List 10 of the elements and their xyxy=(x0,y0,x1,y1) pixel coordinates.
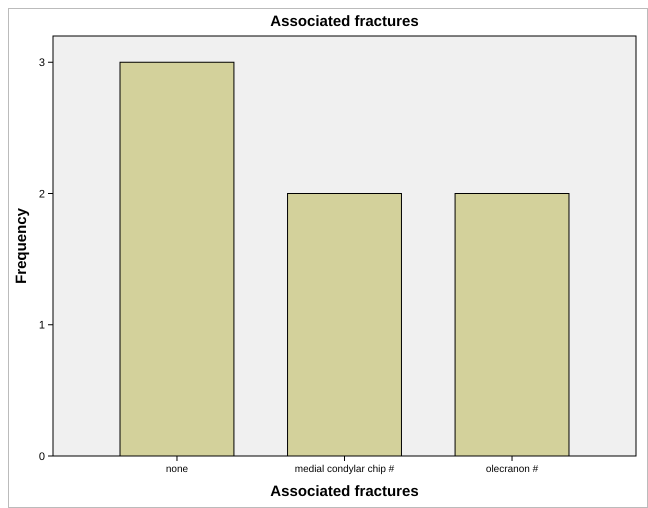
y-tick-label: 3 xyxy=(38,57,45,70)
y-tick-label: 1 xyxy=(38,320,45,332)
x-tick-label: olecranon # xyxy=(486,464,539,475)
chart-title: Associated fractures xyxy=(270,13,419,30)
x-tick-label: none xyxy=(166,464,189,475)
y-axis-title: Frequency xyxy=(13,207,30,284)
y-tick-label: 0 xyxy=(38,450,45,463)
x-axis-title: Associated fractures xyxy=(270,483,419,500)
x-tick-label: medial condylar chip # xyxy=(294,464,395,475)
y-tick-label: 2 xyxy=(38,188,45,200)
